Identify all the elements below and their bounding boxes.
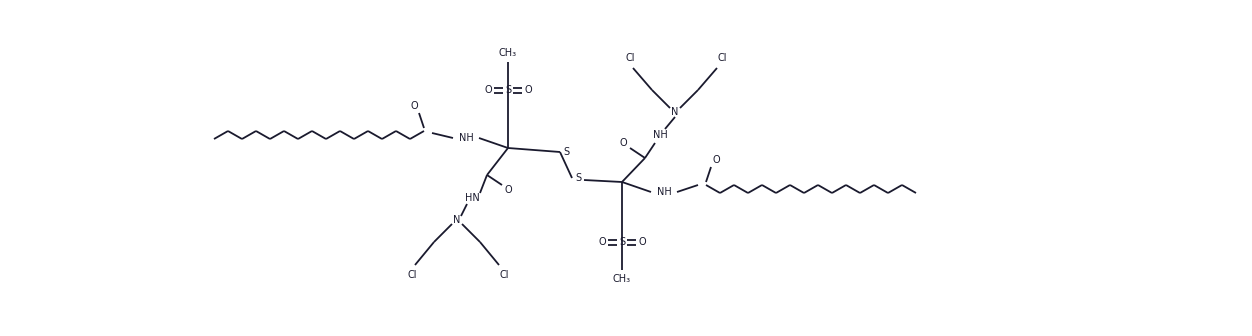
Text: Cl: Cl	[500, 270, 508, 280]
Text: O: O	[525, 85, 532, 95]
Text: O: O	[411, 101, 418, 111]
Text: NH: NH	[656, 187, 671, 197]
Text: NH: NH	[652, 130, 667, 140]
Text: HN: HN	[464, 193, 480, 203]
Text: O: O	[598, 237, 606, 247]
Text: O: O	[639, 237, 646, 247]
Text: N: N	[453, 215, 461, 225]
Text: O: O	[620, 138, 627, 148]
Text: O: O	[712, 155, 720, 165]
Text: N: N	[671, 107, 679, 117]
Text: Cl: Cl	[717, 53, 726, 63]
Text: Cl: Cl	[625, 53, 635, 63]
Text: S: S	[575, 173, 581, 183]
Text: S: S	[618, 237, 625, 247]
Text: CH₃: CH₃	[613, 274, 631, 284]
Text: S: S	[505, 85, 511, 95]
Text: CH₃: CH₃	[500, 48, 517, 58]
Text: Cl: Cl	[407, 270, 417, 280]
Text: S: S	[563, 147, 570, 157]
Text: NH: NH	[458, 133, 473, 143]
Text: O: O	[485, 85, 492, 95]
Text: O: O	[505, 185, 512, 195]
